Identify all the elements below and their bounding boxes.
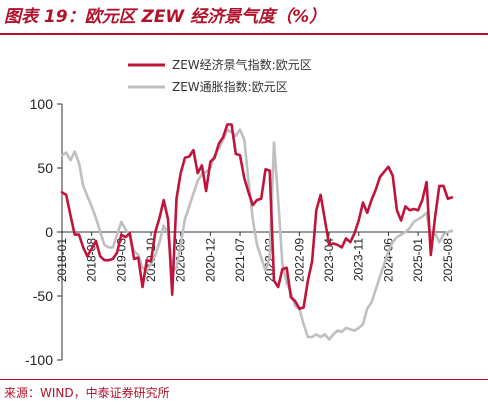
legend-label-inflation: ZEW通胀指数:欧元区 [172,79,288,94]
x-tick-label: 2023-04 [322,238,336,282]
series-line-economic-sentiment [60,123,454,311]
legend-label-economic-sentiment: ZEW经济景气指数:欧元区 [172,57,312,72]
x-tick-label: 2023-11 [352,238,366,281]
x-tick-label: 2021-07 [233,238,247,282]
x-tick-label: 2024-06 [381,238,395,282]
y-axis: -100 -50 0 50 100 [25,96,63,368]
x-tick-label: 2019-03 [114,238,128,282]
y-tick-label: -100 [25,352,53,368]
x-tick-label: 2018-01 [55,238,69,282]
x-tick-label: 2022-09 [292,238,306,282]
title-divider [0,33,488,35]
source-note: 来源：WIND，中泰证券研究所 [4,386,170,400]
legend: ZEW经济景气指数:欧元区 ZEW通胀指数:欧元区 [128,57,312,94]
y-tick-label: 0 [45,224,53,240]
source-divider [0,379,488,380]
x-tick-label: 2025-01 [411,238,425,282]
line-chart: ZEW经济景气指数:欧元区 ZEW通胀指数:欧元区 -100-50050100 … [25,57,455,368]
figure-title: 图表 19：欧元区 ZEW 经济景气度（%） [4,7,327,27]
plot-area [60,123,454,341]
x-tick-label: 2025-08 [441,238,455,282]
y-tick-label: 100 [30,96,54,112]
x-tick-label: 2020-12 [203,238,217,282]
y-tick-label: -50 [33,288,53,304]
series-line-inflation [60,128,454,341]
y-tick-label: 50 [37,160,53,176]
x-tick-label: 2020-05 [174,238,188,282]
x-tick-label: 2018-08 [85,238,99,282]
